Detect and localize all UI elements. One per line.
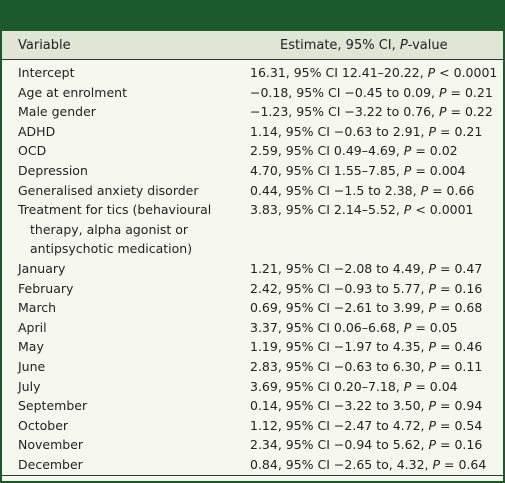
- row-variable-multiline: Treatment for tics (behavioural therapy,…: [18, 200, 233, 259]
- row-estimate: 3.83, 95% CI 2.14–5.52, P < 0.0001: [250, 202, 474, 218]
- row-estimate: 1.12, 95% CI −2.47 to 4.72, P = 0.54: [250, 417, 483, 433]
- table-row-february: February 2.42, 95% CI −0.93 to 5.77, P =…: [2, 279, 503, 299]
- table-row-april: April 3.37, 95% CI 0.06–6.68, P = 0.05: [2, 318, 503, 338]
- row-variable-line3: antipsychotic medication): [30, 241, 193, 257]
- row-estimate: 0.84, 95% CI −2.65 to, 4.32, P = 0.64: [250, 456, 487, 472]
- table-body: Intercept 16.31, 95% CI 12.41–20.22, P <…: [2, 60, 503, 474]
- header-estimate-suffix: -value: [407, 37, 448, 53]
- row-variable: OCD: [18, 143, 47, 159]
- header-estimate-p: P: [399, 37, 408, 53]
- header-variable: Variable: [18, 37, 71, 53]
- header-estimate-prefix: Estimate, 95% CI,: [280, 37, 400, 53]
- row-estimate: −1.23, 95% CI −3.22 to 0.76, P = 0.22: [250, 104, 493, 120]
- table-row-january: January 1.21, 95% CI −2.08 to 4.49, P = …: [2, 259, 503, 279]
- header-estimate: Estimate, 95% CI, P-value: [250, 38, 503, 53]
- row-variable: May: [18, 339, 44, 355]
- row-estimate: 0.44, 95% CI −1.5 to 2.38, P = 0.66: [250, 182, 475, 198]
- row-variable-line2: therapy, alpha agonist or: [30, 221, 189, 237]
- table-row-may: May 1.19, 95% CI −1.97 to 4.35, P = 0.46: [2, 337, 503, 357]
- row-variable: ADHD: [18, 123, 56, 139]
- row-variable: April: [18, 319, 47, 335]
- row-variable: March: [18, 300, 57, 316]
- row-variable: Generalised anxiety disorder: [18, 182, 199, 198]
- row-variable: Male gender: [18, 104, 96, 120]
- row-estimate: 3.37, 95% CI 0.06–6.68, P = 0.05: [250, 319, 458, 335]
- row-variable: Intercept: [18, 65, 75, 80]
- row-estimate: 0.14, 95% CI −3.22 to 3.50, P = 0.94: [250, 398, 483, 414]
- row-variable: Age at enrolment: [18, 84, 127, 100]
- row-variable-line1: Treatment for tics (behavioural: [18, 202, 212, 218]
- row-variable: Treatment for tics (behavioural therapy,…: [2, 200, 250, 259]
- table-row-adhd: ADHD 1.14, 95% CI −0.63 to 2.91, P = 0.2…: [2, 122, 503, 142]
- row-estimate: 16.31, 95% CI 12.41–20.22, P < 0.0001: [250, 65, 498, 80]
- table-row-september: September 0.14, 95% CI −3.22 to 3.50, P …: [2, 396, 503, 416]
- row-variable: January: [18, 260, 66, 276]
- table-bottom-rule: [2, 475, 503, 476]
- row-estimate: 2.59, 95% CI 0.49–4.69, P = 0.02: [250, 143, 458, 159]
- row-variable: October: [18, 417, 69, 433]
- row-variable: December: [18, 456, 83, 472]
- table-row-age: Age at enrolment −0.18, 95% CI −0.45 to …: [2, 83, 503, 103]
- row-variable: September: [18, 398, 88, 414]
- table-row-november: November 2.34, 95% CI −0.94 to 5.62, P =…: [2, 435, 503, 455]
- table-row-treatment: Treatment for tics (behavioural therapy,…: [2, 200, 503, 259]
- row-estimate: 1.14, 95% CI −0.63 to 2.91, P = 0.21: [250, 123, 483, 139]
- row-variable: July: [18, 378, 41, 394]
- table-row-june: June 2.83, 95% CI −0.63 to 6.30, P = 0.1…: [2, 357, 503, 377]
- row-estimate: 1.21, 95% CI −2.08 to 4.49, P = 0.47: [250, 260, 483, 276]
- table-row-male-gender: Male gender −1.23, 95% CI −3.22 to 0.76,…: [2, 102, 503, 122]
- table-header: Variable Estimate, 95% CI, P-value: [2, 31, 503, 60]
- row-estimate: 2.42, 95% CI −0.93 to 5.77, P = 0.16: [250, 280, 483, 296]
- table-row-december: December 0.84, 95% CI −2.65 to, 4.32, P …: [2, 455, 503, 475]
- row-estimate: 0.69, 95% CI −2.61 to 3.99, P = 0.68: [250, 300, 483, 316]
- row-variable: Depression: [18, 162, 88, 178]
- row-variable: June: [18, 358, 46, 374]
- row-variable: November: [18, 437, 84, 453]
- table-row-gad: Generalised anxiety disorder 0.44, 95% C…: [2, 181, 503, 201]
- table-row-depression: Depression 4.70, 95% CI 1.55–7.85, P = 0…: [2, 161, 503, 181]
- row-variable: February: [18, 280, 74, 296]
- row-estimate: 1.19, 95% CI −1.97 to 4.35, P = 0.46: [250, 339, 483, 355]
- row-estimate: 4.70, 95% CI 1.55–7.85, P = 0.004: [250, 162, 466, 178]
- row-estimate: −0.18, 95% CI −0.45 to 0.09, P = 0.21: [250, 84, 493, 100]
- row-estimate: 3.69, 95% CI 0.20–7.18, P = 0.04: [250, 378, 458, 394]
- table-title-bar: [2, 0, 503, 31]
- table-row-october: October 1.12, 95% CI −2.47 to 4.72, P = …: [2, 416, 503, 436]
- table-row-ocd: OCD 2.59, 95% CI 0.49–4.69, P = 0.02: [2, 141, 503, 161]
- row-estimate: 2.83, 95% CI −0.63 to 6.30, P = 0.11: [250, 358, 483, 374]
- table-row-july: July 3.69, 95% CI 0.20–7.18, P = 0.04: [2, 377, 503, 397]
- row-estimate: 2.34, 95% CI −0.94 to 5.62, P = 0.16: [250, 437, 483, 453]
- table-row-intercept: Intercept 16.31, 95% CI 12.41–20.22, P <…: [2, 63, 503, 83]
- table-row-march: March 0.69, 95% CI −2.61 to 3.99, P = 0.…: [2, 298, 503, 318]
